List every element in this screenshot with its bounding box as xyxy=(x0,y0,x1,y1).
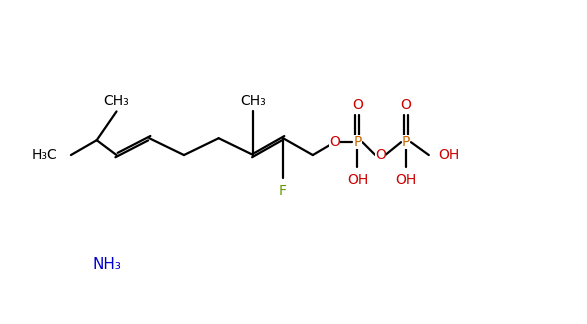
Text: O: O xyxy=(352,98,363,112)
Text: OH: OH xyxy=(347,173,368,187)
Text: OH: OH xyxy=(438,148,459,162)
Text: P: P xyxy=(402,135,410,149)
Text: F: F xyxy=(279,184,287,198)
Text: OH: OH xyxy=(396,173,417,187)
Text: H₃C: H₃C xyxy=(31,148,57,162)
Text: CH₃: CH₃ xyxy=(104,94,129,108)
Text: O: O xyxy=(375,148,386,162)
Text: P: P xyxy=(353,135,362,149)
Text: O: O xyxy=(329,135,340,149)
Text: NH₃: NH₃ xyxy=(92,257,121,272)
Text: O: O xyxy=(400,98,411,112)
Text: CH₃: CH₃ xyxy=(241,94,266,108)
